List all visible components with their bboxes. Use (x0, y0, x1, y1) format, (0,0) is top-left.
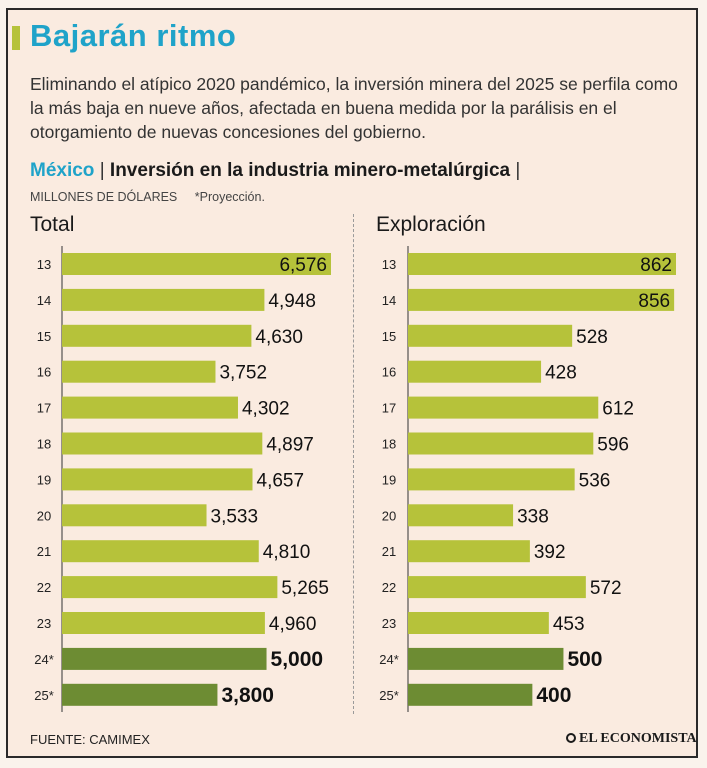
bar-exploracion-23 (408, 612, 549, 634)
tick-label-exploracion-16: 16 (382, 365, 396, 380)
value-label-exploracion-14: 856 (638, 291, 670, 312)
value-label-total-13: 6,576 (279, 255, 327, 276)
tick-label-exploracion-22: 22 (382, 580, 396, 595)
headline: Bajarán ritmo (30, 18, 237, 53)
tick-label-total-22: 22 (37, 580, 51, 595)
tick-label-exploracion-18: 18 (382, 437, 396, 452)
value-label-exploracion-15: 528 (576, 327, 608, 348)
tick-label-exploracion-13: 13 (382, 257, 396, 272)
bar-exploracion-15 (408, 324, 573, 347)
tick-label-exploracion-15: 15 (382, 329, 396, 344)
value-label-total-20: 3,533 (211, 506, 259, 527)
bar-total-18 (62, 432, 263, 455)
tick-label-total-23: 23 (37, 616, 51, 631)
tick-label-exploracion-25-proj: 25* (379, 688, 399, 703)
bar-total-16 (62, 360, 216, 383)
tick-label-total-15: 15 (37, 329, 51, 344)
bar-total-25-proj (62, 683, 218, 706)
value-label-exploracion-18: 596 (597, 435, 629, 456)
projection-note: *Proyección. (194, 190, 265, 204)
tick-label-total-19: 19 (37, 472, 51, 487)
value-label-total-22: 5,265 (281, 578, 329, 599)
bar-exploracion-18 (408, 432, 594, 455)
bar-total-24-proj (62, 647, 267, 670)
tick-label-total-18: 18 (37, 437, 51, 452)
tick-label-exploracion-20: 20 (382, 508, 396, 523)
tick-label-total-16: 16 (37, 365, 51, 380)
bar-exploracion-14 (408, 288, 675, 311)
tick-label-exploracion-19: 19 (382, 472, 396, 487)
bar-total-19 (62, 468, 253, 491)
value-label-exploracion-23: 453 (553, 614, 585, 635)
value-label-total-14: 4,948 (268, 291, 316, 312)
value-label-exploracion-17: 612 (602, 399, 634, 420)
chart-title-separator-end: | (515, 160, 521, 181)
value-label-exploracion-16: 428 (545, 363, 577, 384)
bar-exploracion-16 (408, 360, 542, 383)
chart-title-separator: | (99, 160, 105, 181)
value-label-total-25-proj: 3,800 (221, 684, 274, 707)
tick-label-total-24-proj: 24* (34, 652, 54, 667)
tick-label-exploracion-21: 21 (382, 544, 396, 559)
brand-name: EL ECONOMISTA (579, 731, 697, 746)
bar-total-21 (62, 540, 259, 563)
tick-label-total-25-proj: 25* (34, 688, 54, 703)
tick-label-exploracion-23: 23 (382, 616, 396, 631)
value-label-total-21: 4,810 (263, 542, 311, 563)
bar-total-20 (62, 504, 207, 527)
value-label-total-17: 4,302 (242, 399, 290, 420)
chart-title-main: Inversión en la industria minero-metalúr… (109, 160, 511, 181)
bar-total-14 (62, 288, 265, 311)
tick-label-total-17: 17 (37, 401, 51, 416)
chart-title: México | Inversión en la industria miner… (30, 160, 520, 182)
tick-label-exploracion-14: 14 (382, 293, 396, 308)
headline-accent-bar (12, 26, 20, 50)
bar-exploracion-19 (408, 468, 575, 491)
value-label-total-23: 4,960 (269, 614, 317, 635)
bar-total-15 (62, 324, 252, 347)
bar-exploracion-24-proj (408, 647, 564, 670)
bar-exploracion-20 (408, 504, 514, 527)
value-label-exploracion-13: 862 (640, 255, 672, 276)
value-label-total-24-proj: 5,000 (271, 648, 324, 671)
bar-total-13 (62, 253, 331, 275)
tick-label-exploracion-17: 17 (382, 401, 396, 416)
unit-row: MILLONES DE DÓLARES *Proyección. (30, 190, 265, 204)
tick-label-total-21: 21 (37, 544, 51, 559)
lede-paragraph: Eliminando el atípico 2020 pandémico, la… (30, 74, 678, 142)
brand-logo: EL ECONOMISTA (566, 731, 697, 747)
chart-title-country: México (30, 160, 95, 181)
tick-label-total-20: 20 (37, 508, 51, 523)
bar-exploracion-17 (408, 396, 599, 419)
brand-icon (566, 733, 576, 743)
unit-label: MILLONES DE DÓLARES (30, 190, 178, 204)
value-label-exploracion-22: 572 (590, 578, 622, 599)
value-label-total-18: 4,897 (266, 435, 314, 456)
panel-title-exploracion: Exploración (376, 213, 486, 236)
value-label-total-16: 3,752 (219, 363, 267, 384)
panel-title-total: Total (30, 213, 75, 236)
value-label-exploracion-25-proj: 400 (536, 684, 571, 707)
source-label: FUENTE: CAMIMEX (30, 732, 150, 747)
bar-exploracion-25-proj (408, 683, 533, 706)
value-label-exploracion-21: 392 (534, 542, 566, 563)
bar-exploracion-21 (408, 540, 530, 563)
value-label-total-19: 4,657 (257, 470, 305, 491)
value-label-total-15: 4,630 (255, 327, 303, 348)
tick-label-exploracion-24-proj: 24* (379, 652, 399, 667)
value-label-exploracion-20: 338 (517, 506, 549, 527)
panel-divider (353, 214, 354, 714)
tick-label-total-13: 13 (37, 257, 51, 272)
bar-exploracion-22 (408, 576, 586, 599)
bar-exploracion-13 (408, 253, 676, 275)
bar-total-23 (62, 612, 265, 634)
tick-label-total-14: 14 (37, 293, 51, 308)
bar-total-22 (62, 576, 278, 599)
value-label-exploracion-19: 536 (579, 470, 611, 491)
value-label-exploracion-24-proj: 500 (567, 648, 602, 671)
bar-total-17 (62, 396, 238, 419)
